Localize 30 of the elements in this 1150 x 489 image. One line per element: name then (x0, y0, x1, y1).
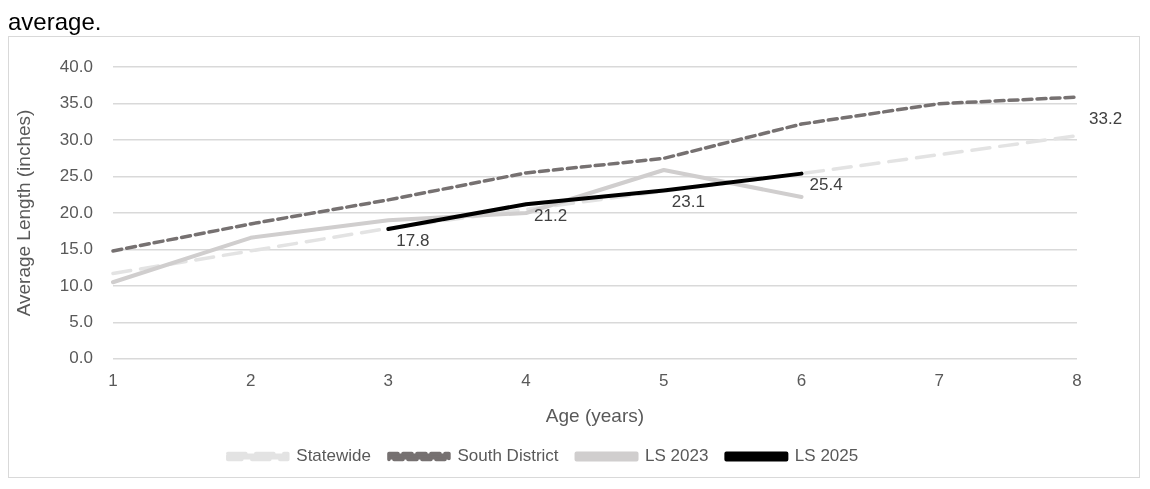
y-tick-label: 10.0 (59, 275, 93, 295)
y-tick-label: 5.0 (69, 312, 93, 332)
y-tick-label: 20.0 (59, 202, 93, 222)
data-label: 17.8 (396, 230, 430, 250)
y-tick-label: 0.0 (69, 348, 93, 368)
y-tick-label: 25.0 (59, 166, 93, 186)
line-series (111, 95, 1079, 253)
x-tick-label: 5 (659, 370, 669, 390)
y-tick-label: 15.0 (59, 239, 93, 259)
x-tick-label: 6 (796, 370, 807, 390)
data-label: 25.4 (809, 175, 843, 195)
x-tick-label: 2 (245, 370, 256, 390)
y-axis-title: Average Length (inches) (12, 109, 34, 317)
legend-label: Statewide (296, 446, 371, 466)
x-tick-label: 8 (1072, 370, 1082, 390)
legend-label: South District (457, 446, 559, 466)
x-tick-label: 3 (383, 370, 394, 390)
x-tick-label: 1 (108, 370, 118, 390)
y-tick-label: 30.0 (59, 129, 93, 149)
y-tick-label: 40.0 (59, 56, 93, 76)
legend-label: LS 2023 (645, 446, 709, 466)
legend-label: LS 2025 (794, 446, 859, 466)
text: average. (8, 8, 103, 36)
data-label: 21.2 (534, 205, 568, 225)
data-label: 23.1 (671, 192, 705, 212)
x-tick-label: 4 (521, 370, 531, 390)
x-tick-label: 7 (934, 370, 944, 390)
x-axis-title: Age (years) (545, 404, 645, 426)
text: 33.2 (1089, 109, 1123, 129)
y-tick-label: 35.0 (59, 93, 93, 113)
